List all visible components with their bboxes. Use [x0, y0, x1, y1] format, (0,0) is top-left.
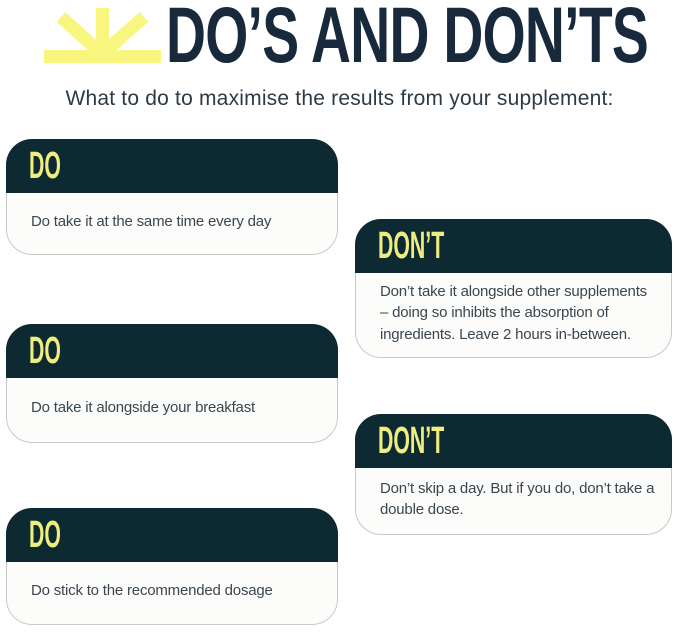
card-dont-2-text-line1: Don’t skip a day. But if you do, don’t t… — [380, 479, 655, 497]
sunburst-icon — [44, 8, 161, 63]
card-do-1: DO Do take it at the same time every day — [6, 139, 338, 255]
card-dont-2-body: Don’t skip a day. But if you do, don’t t… — [356, 468, 671, 534]
card-do-3: DO Do stick to the recommended dosage — [6, 508, 338, 625]
card-dont-1-header: DON’T — [355, 219, 672, 273]
card-dont-1-body: Don’t take it alongside other supplement… — [356, 273, 671, 357]
card-do-1-text: Do take it at the same time every day — [31, 212, 272, 230]
card-dont-2-header: DON’T — [355, 414, 672, 468]
card-do-3-label: DO — [29, 514, 61, 556]
card-dont-2: DON’T Don’t skip a day. But if you do, d… — [355, 414, 672, 535]
page-title: DO’S AND DON’TS — [166, 0, 649, 79]
card-do-2-header: DO — [6, 324, 338, 378]
card-do-3-body: Do stick to the recommended dosage — [7, 562, 337, 624]
card-do-3-header: DO — [6, 508, 338, 562]
card-dont-1-text-line3: ingredients. Leave 2 hours in-between. — [380, 325, 631, 343]
card-dont-1-label: DON’T — [378, 225, 445, 267]
card-dont-1: DON’T Don’t take it alongside other supp… — [355, 219, 672, 358]
card-do-1-body: Do take it at the same time every day — [7, 193, 337, 254]
card-do-2: DO Do take it alongside your breakfast — [6, 324, 338, 443]
card-dont-2-text-line2: double dose. — [380, 501, 464, 518]
card-do-2-label: DO — [29, 330, 61, 372]
page-subtitle: What to do to maximise the results from … — [65, 87, 614, 110]
card-dont-1-text-line1: Don’t take it alongside other supplement… — [380, 282, 647, 300]
card-dont-1-text-line2: – doing so inhibits the absorption of — [380, 304, 609, 322]
card-dont-2-label: DON’T — [378, 420, 445, 462]
card-do-1-label: DO — [29, 145, 61, 187]
card-do-2-text: Do take it alongside your breakfast — [31, 399, 255, 417]
card-do-3-text: Do stick to the recommended dosage — [31, 582, 273, 600]
card-do-2-body: Do take it alongside your breakfast — [7, 378, 337, 442]
card-do-1-header: DO — [6, 139, 338, 193]
